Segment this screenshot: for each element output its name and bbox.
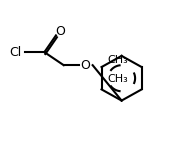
Text: O: O	[80, 59, 90, 72]
Text: O: O	[55, 25, 65, 38]
Text: CH₃: CH₃	[107, 55, 128, 65]
Text: Cl: Cl	[9, 46, 22, 59]
Text: CH₃: CH₃	[107, 74, 128, 84]
